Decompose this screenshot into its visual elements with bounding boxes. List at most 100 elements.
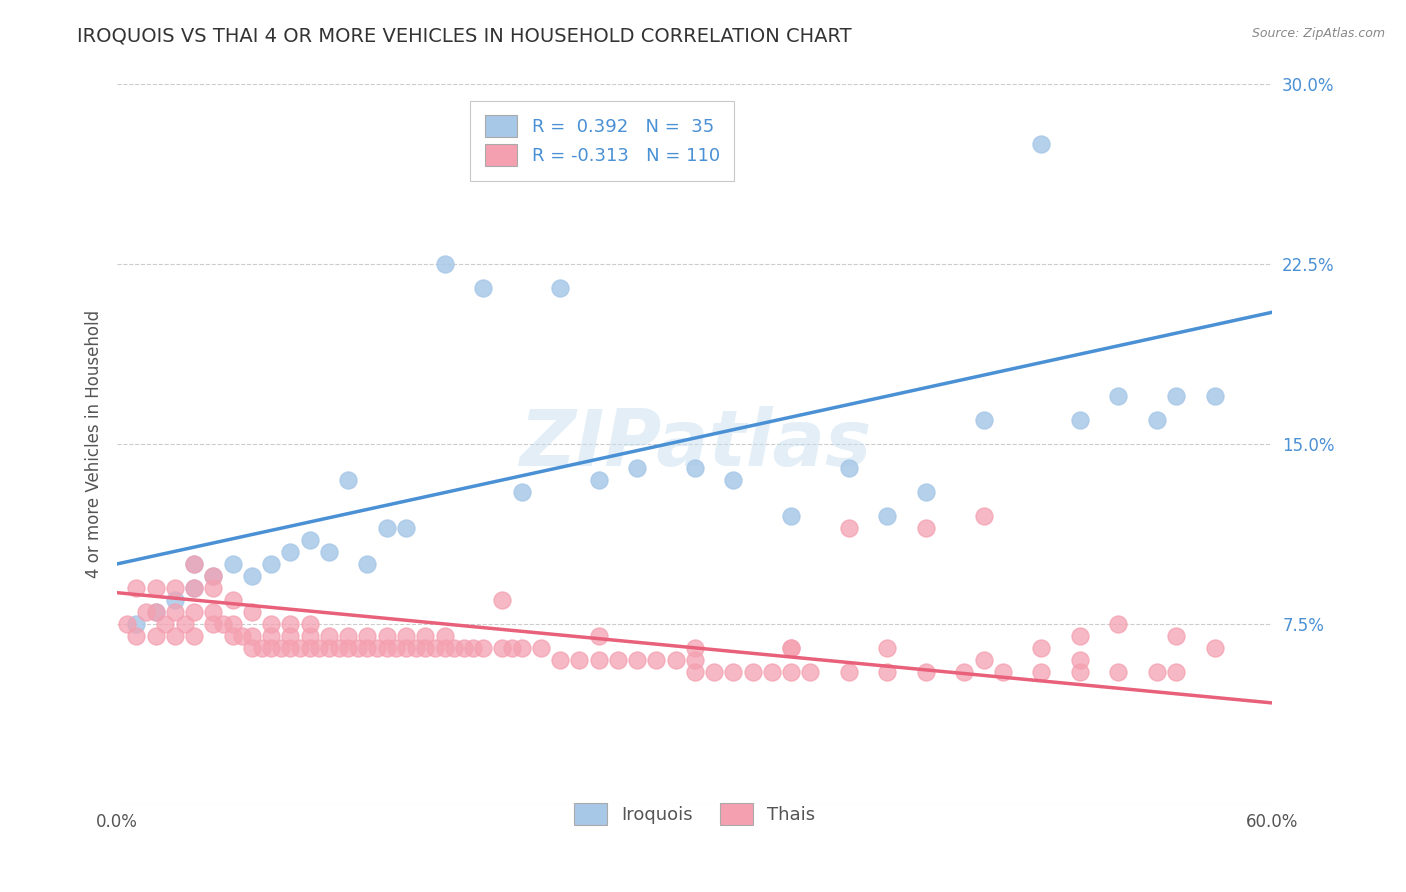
Point bbox=[683, 640, 706, 655]
Point bbox=[347, 640, 370, 655]
Point bbox=[973, 508, 995, 523]
Point bbox=[741, 665, 763, 679]
Point bbox=[240, 640, 263, 655]
Point bbox=[202, 605, 225, 619]
Point bbox=[395, 521, 418, 535]
Point bbox=[202, 581, 225, 595]
Point bbox=[240, 569, 263, 583]
Point bbox=[337, 629, 360, 643]
Point bbox=[356, 557, 378, 571]
Point bbox=[270, 640, 292, 655]
Point bbox=[375, 640, 398, 655]
Point bbox=[125, 616, 148, 631]
Point bbox=[413, 629, 436, 643]
Point bbox=[433, 257, 456, 271]
Y-axis label: 4 or more Vehicles in Household: 4 or more Vehicles in Household bbox=[86, 310, 103, 578]
Point bbox=[1031, 665, 1053, 679]
Point bbox=[683, 665, 706, 679]
Point bbox=[876, 640, 898, 655]
Point bbox=[298, 616, 321, 631]
Point bbox=[280, 545, 302, 559]
Point bbox=[202, 569, 225, 583]
Point bbox=[664, 653, 686, 667]
Point bbox=[260, 616, 283, 631]
Point bbox=[280, 640, 302, 655]
Point bbox=[183, 629, 205, 643]
Point bbox=[723, 665, 745, 679]
Point bbox=[683, 653, 706, 667]
Point bbox=[588, 629, 610, 643]
Point bbox=[395, 629, 418, 643]
Point bbox=[240, 605, 263, 619]
Point bbox=[222, 557, 245, 571]
Point bbox=[413, 640, 436, 655]
Point bbox=[298, 629, 321, 643]
Point bbox=[510, 640, 533, 655]
Point bbox=[443, 640, 465, 655]
Point bbox=[1069, 653, 1091, 667]
Point bbox=[308, 640, 330, 655]
Point bbox=[280, 629, 302, 643]
Point bbox=[405, 640, 427, 655]
Point bbox=[183, 581, 205, 595]
Point bbox=[385, 640, 408, 655]
Point bbox=[163, 581, 186, 595]
Point bbox=[626, 461, 648, 475]
Point bbox=[222, 629, 245, 643]
Point bbox=[1069, 629, 1091, 643]
Point bbox=[491, 640, 513, 655]
Point bbox=[914, 521, 936, 535]
Point bbox=[145, 629, 167, 643]
Point bbox=[328, 640, 350, 655]
Point bbox=[472, 640, 495, 655]
Point bbox=[260, 640, 283, 655]
Point bbox=[1146, 413, 1168, 427]
Point bbox=[1107, 616, 1129, 631]
Point bbox=[953, 665, 976, 679]
Point bbox=[626, 653, 648, 667]
Point bbox=[356, 629, 378, 643]
Point bbox=[260, 629, 283, 643]
Point bbox=[1166, 665, 1188, 679]
Point bbox=[548, 281, 571, 295]
Point bbox=[125, 629, 148, 643]
Point bbox=[780, 640, 803, 655]
Point bbox=[472, 281, 495, 295]
Point bbox=[183, 605, 205, 619]
Text: IROQUOIS VS THAI 4 OR MORE VEHICLES IN HOUSEHOLD CORRELATION CHART: IROQUOIS VS THAI 4 OR MORE VEHICLES IN H… bbox=[77, 27, 852, 45]
Point bbox=[366, 640, 388, 655]
Point bbox=[183, 557, 205, 571]
Point bbox=[876, 508, 898, 523]
Point bbox=[145, 605, 167, 619]
Point bbox=[530, 640, 553, 655]
Point bbox=[318, 629, 340, 643]
Point bbox=[914, 485, 936, 500]
Point bbox=[240, 629, 263, 643]
Point bbox=[645, 653, 668, 667]
Point bbox=[761, 665, 783, 679]
Point bbox=[115, 616, 138, 631]
Point bbox=[510, 485, 533, 500]
Point bbox=[501, 640, 523, 655]
Point bbox=[838, 665, 860, 679]
Point bbox=[288, 640, 311, 655]
Point bbox=[463, 640, 485, 655]
Point bbox=[318, 545, 340, 559]
Point bbox=[163, 629, 186, 643]
Point bbox=[231, 629, 253, 643]
Point bbox=[212, 616, 235, 631]
Point bbox=[1204, 640, 1226, 655]
Point bbox=[914, 665, 936, 679]
Legend: Iroquois, Thais: Iroquois, Thais bbox=[565, 794, 824, 834]
Point bbox=[799, 665, 821, 679]
Point bbox=[280, 616, 302, 631]
Point bbox=[606, 653, 628, 667]
Point bbox=[723, 473, 745, 487]
Point bbox=[125, 581, 148, 595]
Point bbox=[298, 533, 321, 547]
Point bbox=[356, 640, 378, 655]
Point bbox=[1107, 665, 1129, 679]
Point bbox=[222, 593, 245, 607]
Point bbox=[1069, 665, 1091, 679]
Point bbox=[683, 461, 706, 475]
